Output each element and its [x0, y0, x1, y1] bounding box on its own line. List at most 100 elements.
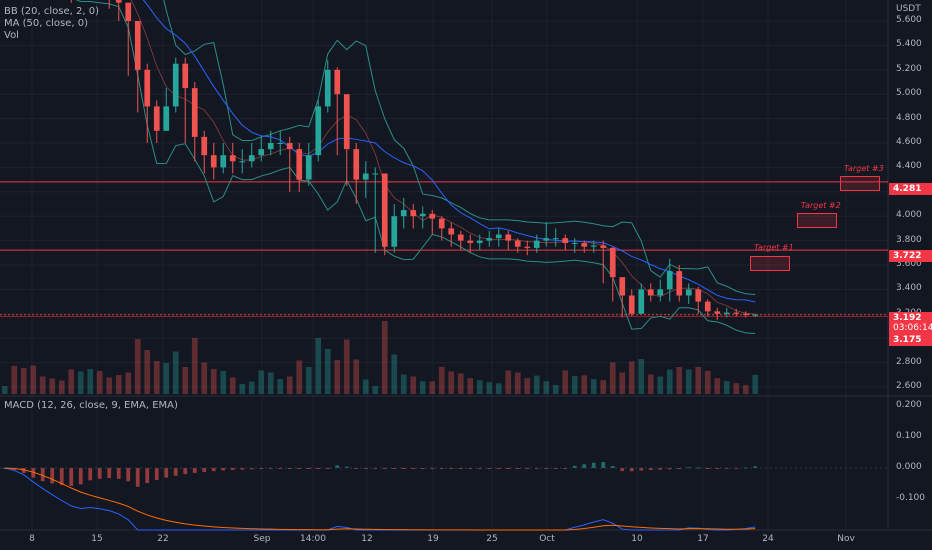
- candle-body: [381, 173, 388, 247]
- volume-bar: [248, 381, 255, 394]
- volume-bar: [419, 381, 426, 394]
- volume-bar: [106, 377, 113, 394]
- bb-upper-band: [163, 0, 756, 295]
- volume-bar: [486, 382, 493, 394]
- price-tick-label: 3.600: [896, 259, 922, 269]
- macd-histogram-bar: [411, 468, 416, 469]
- time-tick-label: 15: [91, 534, 103, 544]
- candle-body: [467, 240, 474, 244]
- volume-bar: [647, 374, 654, 394]
- vol-indicator-label[interactable]: Vol: [4, 30, 19, 41]
- candle-body: [372, 173, 379, 175]
- volume-bar: [514, 372, 521, 394]
- macd-histogram-bar: [59, 468, 64, 485]
- volume-bar: [220, 371, 227, 394]
- volume-bar: [334, 360, 341, 394]
- volume-bar: [362, 379, 369, 394]
- volume-bar: [400, 374, 407, 394]
- candle-body: [201, 136, 208, 156]
- target-1-label: Target #1: [754, 243, 794, 252]
- volume-bar: [239, 384, 246, 394]
- macd-histogram-bar: [515, 468, 520, 469]
- volume-bar: [153, 361, 160, 394]
- ma-indicator-label[interactable]: MA (50, close, 0): [4, 18, 89, 29]
- volume-bar: [372, 386, 379, 394]
- volume-bar: [609, 362, 616, 394]
- macd-indicator-label[interactable]: MACD (12, 26, close, 9, EMA, EMA): [4, 400, 178, 411]
- volume-bar: [495, 383, 502, 394]
- target-3-zone: [840, 176, 880, 191]
- level-tag-4281: 4.281: [889, 183, 932, 195]
- macd-histogram-bar: [297, 468, 302, 469]
- price-tick-label: 5.600: [896, 15, 922, 25]
- macd-histogram-bar: [240, 468, 245, 470]
- volume-bar: [315, 338, 322, 394]
- volume-bar: [96, 371, 103, 394]
- candle-body: [438, 218, 445, 229]
- candle-body: [353, 149, 360, 180]
- volume-bar: [581, 375, 588, 394]
- bb-indicator-label[interactable]: BB (20, close, 2, 0): [4, 6, 99, 17]
- target-2-zone: [797, 213, 837, 228]
- volume-bar: [144, 350, 151, 394]
- candle-body: [657, 289, 664, 296]
- candle-body: [324, 69, 331, 107]
- candle-body: [144, 69, 151, 107]
- candle-body: [600, 245, 607, 248]
- macd-histogram-bar: [430, 468, 435, 469]
- macd-tick-label: 0.100: [896, 431, 922, 441]
- candle-body: [239, 161, 246, 163]
- volume-bar: [676, 367, 683, 394]
- macd-histogram-bar: [230, 468, 235, 471]
- candle-body: [581, 243, 588, 247]
- price-tick-label: 4.000: [896, 210, 922, 221]
- volume-bar: [505, 370, 512, 394]
- current-price-tag: 3.192: [889, 312, 932, 324]
- volume-bar: [115, 375, 122, 394]
- candle-body: [514, 240, 521, 247]
- macd-histogram-bar: [392, 468, 397, 469]
- candle-body: [448, 228, 455, 235]
- ma-line: [142, 0, 756, 303]
- candle-body: [334, 69, 341, 95]
- volume-bar: [600, 380, 607, 394]
- volume-bar: [277, 379, 284, 394]
- candle-body: [229, 155, 236, 162]
- macd-histogram-bar: [715, 468, 720, 469]
- volume-bar: [201, 362, 208, 394]
- macd-histogram-bar: [677, 468, 682, 470]
- volume-bar: [476, 380, 483, 394]
- candle-body: [476, 240, 483, 244]
- macd-histogram-bar: [705, 468, 710, 469]
- volume-bar: [296, 360, 303, 394]
- candle-body: [258, 149, 265, 156]
- volume-bar: [657, 376, 664, 394]
- macd-histogram-bar: [40, 468, 45, 482]
- volume-bar: [286, 376, 293, 394]
- volume-bar: [524, 378, 531, 394]
- macd-histogram-bar: [325, 468, 330, 469]
- candle-body: [153, 106, 160, 131]
- macd-histogram-bar: [591, 462, 596, 468]
- macd-histogram-bar: [192, 468, 197, 473]
- candle-body: [571, 243, 578, 245]
- price-tick-label: 5.400: [896, 39, 922, 50]
- macd-histogram-bar: [107, 468, 112, 479]
- macd-histogram-bar: [639, 468, 644, 471]
- price-tick-label: 4.400: [896, 161, 922, 172]
- volume-bar: [391, 354, 398, 394]
- macd-histogram-bar: [97, 468, 102, 479]
- candle-body: [400, 210, 407, 217]
- price-tick-label: 4.600: [896, 137, 922, 147]
- volume-bar: [410, 376, 417, 394]
- candle-body: [419, 213, 426, 217]
- candle-body: [628, 295, 635, 314]
- macd-tick-label: 0.000: [896, 462, 922, 472]
- candle-body: [277, 143, 284, 144]
- volume-bar: [20, 368, 27, 394]
- macd-histogram-bar: [506, 468, 511, 469]
- candle-body: [210, 155, 217, 168]
- candle-body: [714, 311, 721, 314]
